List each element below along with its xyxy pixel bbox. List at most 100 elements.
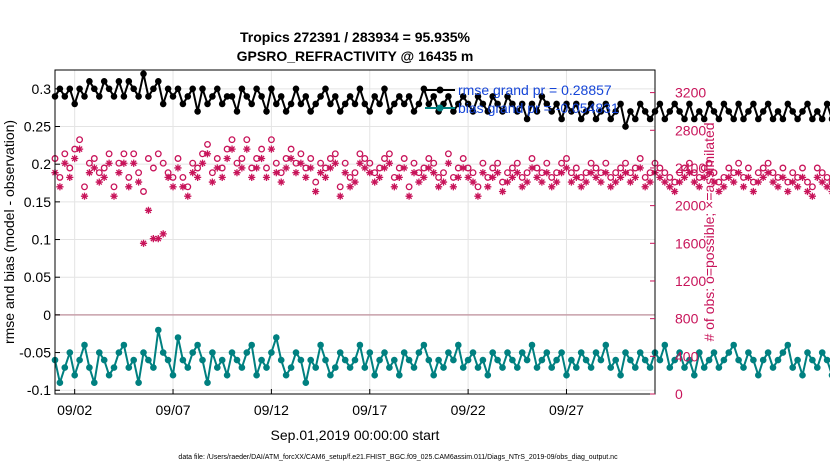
rmse-point-28 (189, 85, 196, 93)
rmse-point-143 (755, 115, 762, 123)
obs_possible-point-62 (356, 150, 364, 158)
bias-point-121 (646, 364, 654, 371)
bias-point-84 (464, 356, 472, 364)
obs_assimilated-point-60 (346, 183, 354, 191)
obs_possible-point-128 (681, 164, 688, 172)
y-right-tick-label-6: 2400 (675, 160, 706, 176)
obs_assimilated-point-70 (395, 173, 403, 181)
obs_assimilated-point-25 (174, 164, 182, 172)
rmse-point-20 (150, 85, 157, 93)
obs_possible-point-36 (228, 136, 236, 144)
obs_assimilated-point-72 (405, 192, 413, 200)
obs_assimilated-point-148 (779, 173, 787, 181)
rmse-point-81 (450, 108, 457, 115)
rmse-point-65 (371, 93, 379, 100)
obs_assimilated-point-67 (380, 164, 389, 172)
obs_possible-point-52 (307, 155, 315, 162)
bias-point-87 (479, 356, 487, 364)
obs_possible-point-8 (90, 155, 98, 162)
y-left-tick-label-2: 0 (43, 307, 51, 323)
rmse-point-37 (233, 108, 241, 115)
obs_assimilated-point-156 (818, 178, 826, 186)
bias-point-58 (336, 349, 344, 356)
obs_assimilated-point-40 (248, 173, 256, 181)
obs_assimilated-point-58 (336, 192, 344, 200)
bias-point-142 (750, 356, 757, 364)
obs_assimilated-point-157 (823, 183, 830, 191)
obs_possible-point-97 (528, 155, 536, 162)
bias-point-65 (371, 371, 379, 379)
bias-point-134 (710, 349, 718, 356)
obs_assimilated-point-155 (813, 173, 821, 181)
bias-point-44 (268, 349, 275, 356)
rmse-point-147 (774, 108, 782, 115)
bias-point-32 (209, 349, 216, 356)
bias-point-46 (277, 356, 285, 364)
rmse-point-135 (715, 115, 723, 123)
obs_possible-point-89 (489, 164, 497, 172)
bias-point-61 (351, 356, 359, 364)
obs_assimilated-point-52 (307, 164, 315, 172)
obs_assimilated-point-19 (144, 206, 153, 214)
rmse-point-134 (710, 108, 718, 115)
obs_possible-point-92 (504, 169, 511, 177)
rmse-point-151 (794, 115, 801, 123)
obs_possible-point-7 (85, 159, 93, 167)
bias-point-3 (66, 349, 74, 356)
obs_possible-point-125 (666, 173, 674, 181)
bias-point-19 (145, 356, 152, 364)
obs_possible-point-6 (81, 183, 88, 191)
rmse-point-139 (735, 100, 742, 108)
obs_assimilated-point-59 (341, 169, 349, 177)
obs_assimilated-point-104 (562, 164, 571, 172)
rmse-point-62 (356, 85, 364, 93)
rmse-point-38 (238, 85, 246, 93)
y-axis-right: 0 400 800 1200 1600 2000 2400 2800 3200 (650, 85, 706, 402)
data-file-footer: data file: /Users/raeder/DAI/ATM_forcXX/… (178, 454, 618, 461)
obs_possible-point-113 (607, 173, 615, 181)
rmse-point-13 (115, 78, 123, 85)
rmse-point-47 (282, 108, 290, 115)
y-right-tick-label-8: 3200 (675, 85, 706, 101)
bias-point-95 (518, 349, 526, 356)
rmse-point-107 (577, 115, 585, 123)
obs_assimilated-point-50 (297, 159, 305, 167)
rmse-point-53 (312, 100, 320, 108)
bias-point-37 (233, 356, 241, 364)
obs_assimilated-point-64 (366, 169, 374, 177)
obs_possible-point-153 (804, 178, 811, 186)
bias-point-83 (459, 364, 467, 371)
obs_assimilated-point-85 (469, 178, 477, 186)
obs_assimilated-point-5 (75, 145, 84, 153)
bias-point-30 (199, 356, 206, 364)
obs_possible-point-2 (61, 150, 69, 158)
rmse-point-35 (223, 93, 231, 100)
rmse-point-4 (71, 100, 78, 108)
obs_possible-point-76 (425, 155, 433, 162)
bias-point-124 (661, 341, 669, 349)
bias-point-38 (238, 364, 246, 371)
obs_assimilated-point-47 (282, 164, 290, 172)
bias-point-21 (155, 326, 162, 334)
obs_assimilated-point-137 (725, 173, 733, 181)
rmse-point-24 (169, 93, 177, 100)
obs_assimilated-point-93 (508, 173, 516, 181)
obs_possible-point-116 (622, 159, 629, 167)
rmse-point-50 (297, 100, 305, 108)
rmse-point-88 (484, 108, 492, 115)
bias-point-128 (681, 364, 688, 371)
rmse-point-82 (455, 100, 462, 108)
bias-point-91 (499, 364, 506, 371)
rmse-point-5 (76, 85, 83, 93)
obs_assimilated-point-9 (95, 178, 103, 186)
bias-point-49 (292, 349, 300, 356)
rmse-point-64 (366, 108, 374, 115)
obs_possible-point-71 (400, 155, 408, 162)
obs_possible-point-157 (823, 173, 830, 181)
rmse-point-86 (474, 93, 482, 100)
rmse-point-77 (430, 93, 438, 100)
rmse-point-36 (228, 93, 236, 100)
x-tick-label-0: 09/02 (57, 402, 92, 418)
obs_possible-point-31 (204, 140, 211, 148)
obs_assimilated-point-109 (587, 169, 595, 177)
